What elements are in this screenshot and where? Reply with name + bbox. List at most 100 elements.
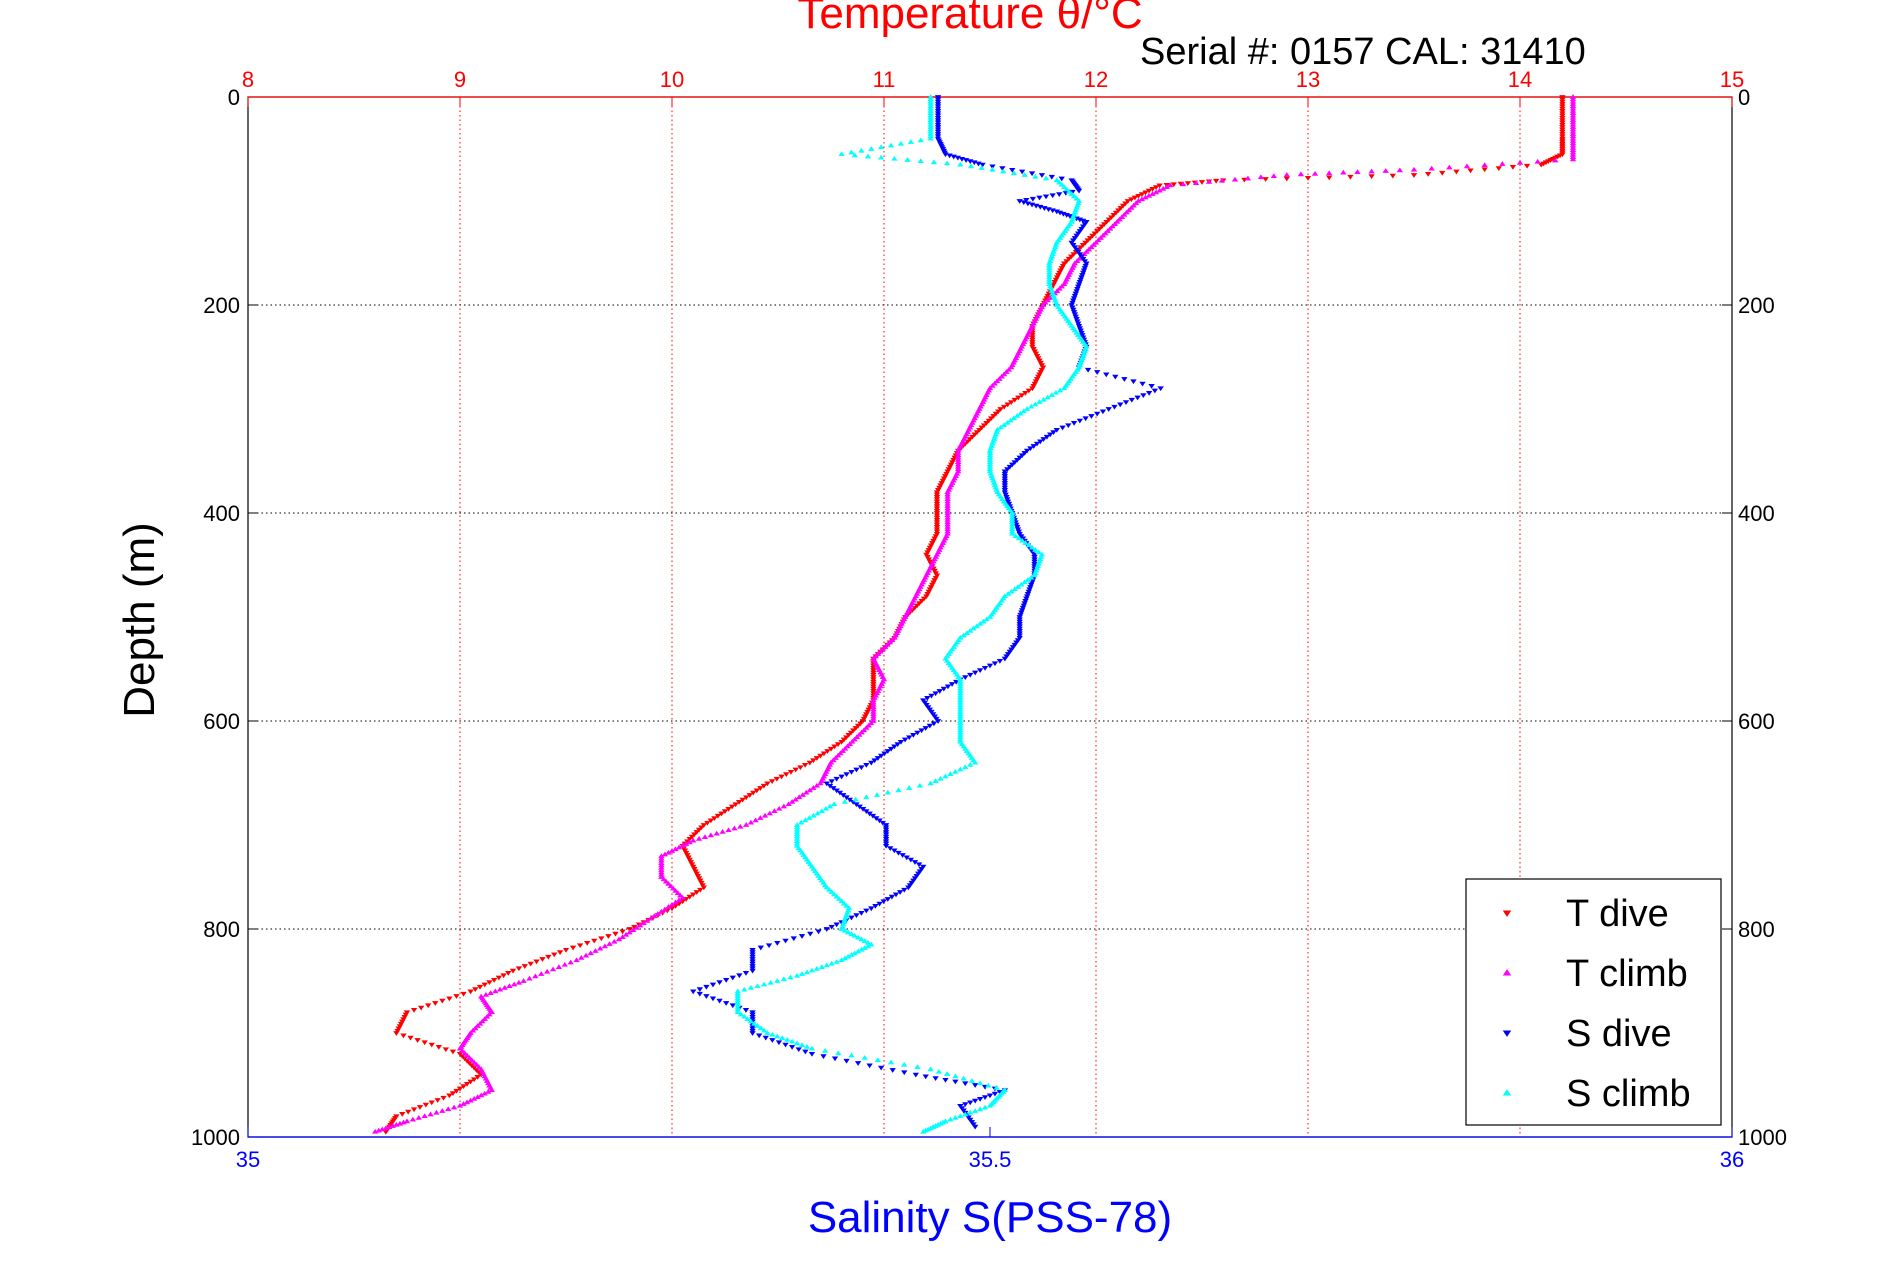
data-point <box>1016 619 1023 625</box>
data-point <box>813 965 821 971</box>
data-point <box>810 758 817 764</box>
data-point <box>1072 314 1079 320</box>
data-point <box>976 668 984 674</box>
data-point <box>1065 318 1072 324</box>
data-point <box>962 1102 969 1107</box>
data-point <box>927 98 934 104</box>
data-point <box>870 677 877 683</box>
data-point <box>1018 393 1025 399</box>
data-point <box>1049 193 1056 199</box>
data-point <box>658 862 665 868</box>
data-point <box>872 904 879 909</box>
data-point <box>824 749 831 754</box>
data-point <box>917 137 924 143</box>
data-point <box>980 396 988 402</box>
data-point <box>1060 230 1067 236</box>
data-point <box>1001 478 1009 484</box>
data-point <box>492 988 499 994</box>
data-point <box>787 974 794 980</box>
data-point <box>1058 181 1065 187</box>
data-point <box>823 884 830 890</box>
data-point <box>929 582 936 588</box>
depth-tick-label-right: 800 <box>1738 917 1775 942</box>
data-point <box>1036 399 1043 404</box>
data-point <box>1069 305 1076 311</box>
data-point <box>997 407 1004 412</box>
data-point <box>496 986 504 992</box>
data-point <box>1010 359 1017 365</box>
data-point <box>788 1045 796 1050</box>
data-point <box>1125 207 1133 213</box>
data-point <box>1073 233 1080 239</box>
data-point <box>414 1038 421 1043</box>
data-point <box>882 837 890 842</box>
data-point <box>1039 365 1047 371</box>
data-point <box>1050 430 1057 435</box>
data-point <box>833 893 840 899</box>
data-point <box>1001 474 1009 479</box>
data-point <box>1080 256 1087 262</box>
data-point <box>944 530 951 536</box>
data-point <box>814 810 821 816</box>
data-point <box>837 750 844 756</box>
data-point <box>1073 329 1080 335</box>
data-point <box>1018 534 1025 539</box>
data-point <box>843 772 850 778</box>
data-point <box>771 808 778 813</box>
data-point <box>1044 297 1051 303</box>
data-point <box>1467 168 1474 174</box>
legend-label: T climb <box>1566 953 1688 995</box>
data-point <box>866 811 873 817</box>
data-point <box>990 414 997 419</box>
data-point <box>810 785 817 790</box>
data-point <box>670 885 677 891</box>
data-point <box>1121 211 1128 217</box>
data-point <box>403 1010 411 1016</box>
data-point <box>1004 499 1012 505</box>
data-point <box>1048 392 1055 397</box>
data-point <box>879 674 886 679</box>
data-point <box>773 776 780 782</box>
data-point <box>1033 377 1041 382</box>
data-point <box>957 161 964 167</box>
data-point <box>882 825 890 831</box>
data-point <box>1051 280 1058 285</box>
data-point <box>490 977 498 983</box>
data-point <box>798 819 805 825</box>
data-point <box>833 959 840 964</box>
data-point <box>934 122 942 128</box>
data-point <box>1052 299 1060 305</box>
data-point <box>991 607 999 612</box>
data-point <box>1326 170 1333 176</box>
data-point <box>863 712 870 717</box>
data-point <box>606 941 613 946</box>
data-point <box>817 753 824 759</box>
data-point <box>944 526 951 532</box>
data-point <box>953 470 961 476</box>
data-point <box>654 911 662 916</box>
chart-title: Temperature θ/°C <box>797 0 1142 38</box>
data-point <box>935 1068 943 1074</box>
data-point <box>495 975 503 981</box>
data-point <box>736 973 743 979</box>
data-point <box>1020 603 1027 609</box>
data-point <box>872 653 879 659</box>
data-point <box>1103 219 1110 225</box>
data-point <box>840 737 848 743</box>
data-point <box>918 728 925 734</box>
data-point <box>1070 371 1078 377</box>
data-point <box>944 498 951 504</box>
data-point <box>906 604 914 610</box>
data-point <box>449 1091 457 1096</box>
temperature-tick-label: 8 <box>242 67 254 92</box>
data-point <box>955 468 962 474</box>
data-point <box>769 1031 776 1037</box>
data-point <box>970 625 977 631</box>
data-point <box>1035 374 1042 380</box>
data-point <box>1029 337 1036 343</box>
data-point <box>891 744 898 750</box>
data-point <box>854 1061 862 1066</box>
data-point <box>1453 169 1460 175</box>
data-point <box>989 164 996 170</box>
data-point <box>927 105 934 111</box>
